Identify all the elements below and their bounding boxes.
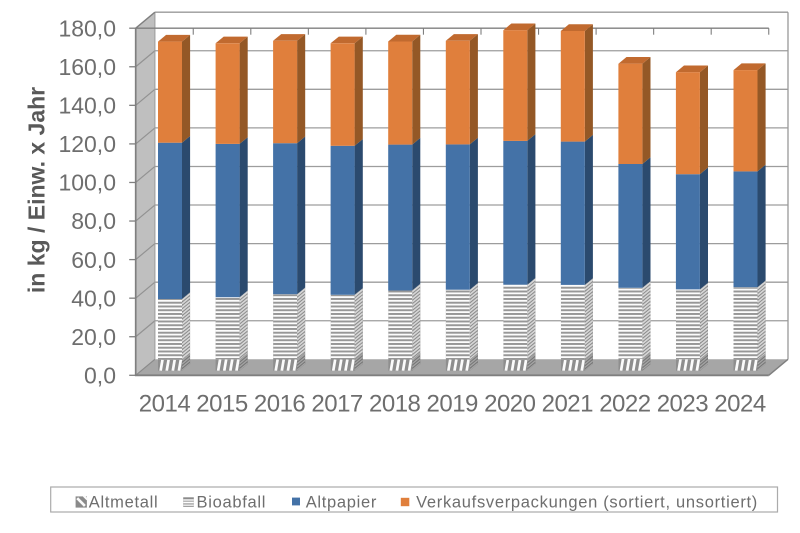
svg-text:20,0: 20,0: [71, 324, 116, 350]
svg-text:2019: 2019: [427, 390, 479, 417]
svg-text:180,0: 180,0: [58, 15, 116, 41]
svg-text:2015: 2015: [196, 390, 248, 417]
svg-text:2014: 2014: [139, 390, 191, 417]
svg-text:2024: 2024: [714, 390, 766, 417]
svg-text:in kg / Einw. x Jahr: in kg / Einw. x Jahr: [24, 87, 50, 293]
svg-text:2018: 2018: [369, 390, 421, 417]
svg-text:120,0: 120,0: [58, 131, 116, 157]
svg-text:140,0: 140,0: [58, 93, 116, 119]
svg-text:Verkaufsverpackungen (sortiert: Verkaufsverpackungen (sortiert, unsortie…: [416, 493, 758, 511]
svg-text:2023: 2023: [657, 390, 709, 417]
svg-text:2017: 2017: [311, 390, 363, 417]
svg-text:2020: 2020: [484, 390, 536, 417]
svg-text:100,0: 100,0: [58, 170, 116, 196]
svg-text:2016: 2016: [254, 390, 306, 417]
svg-text:2022: 2022: [599, 390, 651, 417]
svg-text:Altmetall: Altmetall: [89, 493, 159, 511]
svg-text:Altpapier: Altpapier: [306, 493, 377, 511]
svg-text:Bioabfall: Bioabfall: [197, 493, 267, 511]
svg-text:60,0: 60,0: [71, 247, 116, 273]
svg-text:40,0: 40,0: [71, 285, 116, 311]
svg-text:160,0: 160,0: [58, 54, 116, 80]
svg-text:0,0: 0,0: [84, 363, 116, 389]
svg-text:80,0: 80,0: [71, 208, 116, 234]
svg-text:2021: 2021: [542, 390, 594, 417]
